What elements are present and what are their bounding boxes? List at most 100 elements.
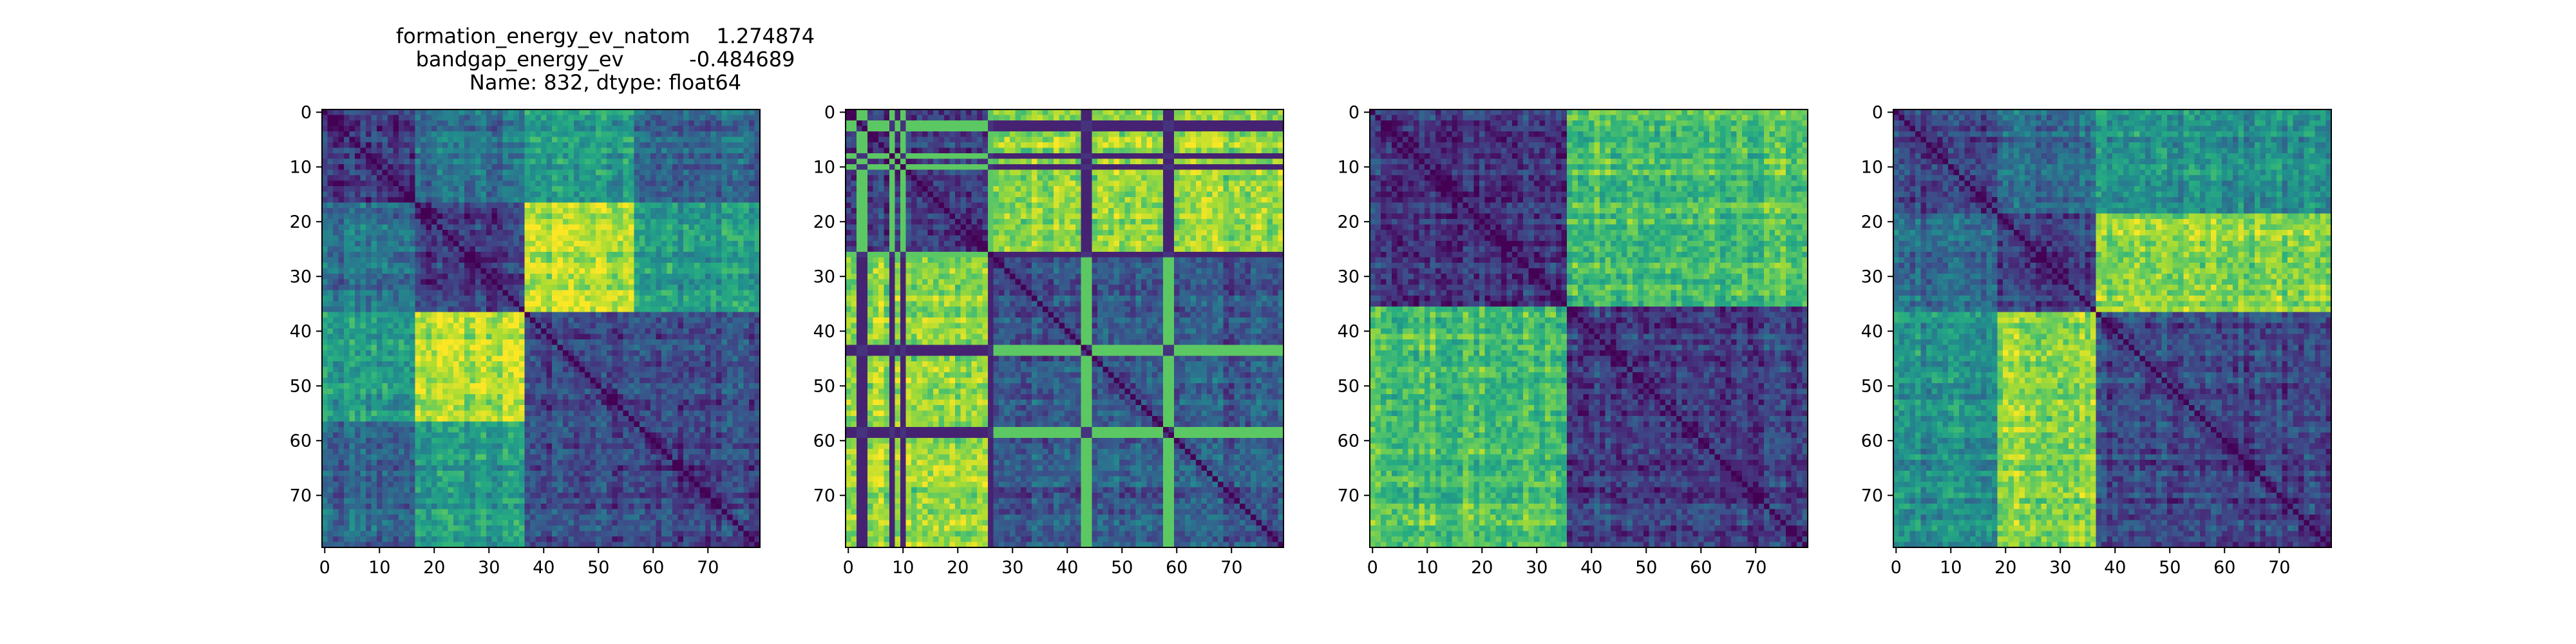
heatmap-cell: [459, 350, 465, 356]
heatmap-cell: [580, 203, 585, 209]
heatmap-cell: [377, 186, 383, 192]
heatmap-cell: [475, 241, 481, 247]
heatmap-cell: [733, 334, 739, 340]
heatmap-cell: [629, 115, 634, 121]
heatmap-cell: [650, 197, 656, 203]
heatmap-cell: [574, 323, 580, 329]
heatmap-cell: [525, 120, 531, 126]
heatmap-cell: [722, 438, 728, 444]
heatmap-cell: [711, 444, 717, 450]
heatmap-cell: [547, 137, 553, 143]
heatmap-cell: [514, 296, 520, 301]
heatmap-cell: [339, 444, 345, 450]
heatmap-cell: [519, 290, 525, 296]
heatmap-cell: [722, 137, 728, 143]
heatmap-cell: [705, 361, 711, 367]
heatmap-cell: [667, 350, 673, 356]
heatmap-cell: [448, 361, 454, 367]
heatmap-cell: [541, 411, 547, 417]
heatmap-cell: [328, 241, 334, 247]
heatmap-cell: [426, 247, 432, 252]
heatmap-cell: [459, 175, 465, 181]
heatmap-cell: [667, 164, 673, 170]
heatmap-cell: [623, 422, 629, 428]
heatmap-cell: [749, 372, 755, 378]
heatmap-cell: [558, 345, 564, 351]
heatmap-cell: [519, 317, 525, 323]
heatmap-cell: [727, 274, 733, 279]
heatmap-cell: [344, 367, 350, 373]
heatmap-cell: [388, 383, 393, 389]
heatmap-cell: [470, 444, 476, 450]
heatmap-cell: [612, 312, 618, 318]
heatmap-cell: [497, 197, 503, 203]
heatmap-cell: [601, 307, 607, 312]
heatmap-cell: [421, 137, 426, 143]
heatmap-cell: [503, 438, 509, 444]
heatmap-cell: [558, 241, 564, 247]
heatmap-cell: [415, 181, 421, 187]
heatmap-cell: [667, 131, 673, 137]
heatmap-cell: [634, 405, 640, 411]
heatmap-cell: [530, 372, 536, 378]
heatmap-cell: [530, 109, 536, 115]
heatmap-cell: [383, 236, 388, 242]
heatmap-cell: [705, 131, 711, 137]
heatmap-cell: [585, 279, 591, 285]
heatmap-cell: [339, 263, 345, 269]
heatmap-cell: [574, 126, 580, 132]
heatmap-cell: [464, 203, 470, 209]
heatmap-cell: [372, 170, 377, 176]
heatmap-cell: [377, 219, 383, 225]
heatmap-cell: [442, 345, 448, 351]
heatmap-cell: [645, 389, 651, 395]
heatmap-cell: [607, 438, 612, 444]
heatmap-cell: [448, 115, 454, 121]
heatmap-cell: [339, 285, 345, 290]
heatmap-cell: [667, 427, 673, 433]
heatmap-cell: [612, 317, 618, 323]
heatmap-cell: [694, 400, 700, 406]
heatmap-cell: [481, 148, 487, 154]
heatmap-cell: [481, 181, 487, 187]
heatmap-cell: [744, 186, 750, 192]
heatmap-cell: [700, 203, 706, 209]
heatmap-cell: [552, 181, 558, 187]
heatmap-cell: [623, 142, 629, 148]
heatmap-cell: [361, 214, 366, 220]
heatmap-cell: [475, 142, 481, 148]
heatmap-cell: [525, 433, 531, 439]
heatmap-cell: [470, 203, 476, 209]
heatmap-cell: [580, 214, 585, 220]
heatmap-cell: [536, 416, 542, 422]
heatmap-cell: [689, 345, 695, 351]
heatmap-cell: [404, 383, 410, 389]
heatmap-cell: [464, 181, 470, 187]
heatmap-cell: [322, 247, 328, 252]
heatmap-cell: [333, 203, 339, 209]
heatmap-cell: [361, 378, 366, 384]
heatmap-cell: [399, 438, 404, 444]
heatmap-cell: [672, 405, 678, 411]
heatmap-cell: [536, 279, 542, 285]
heatmap-cell: [328, 126, 334, 132]
heatmap-cell: [558, 405, 564, 411]
heatmap-cell: [650, 214, 656, 220]
heatmap-cell: [678, 142, 684, 148]
heatmap-cell: [552, 164, 558, 170]
heatmap-cell: [350, 422, 355, 428]
heatmap-cell: [623, 219, 629, 225]
heatmap-cell: [639, 389, 645, 395]
heatmap-cell: [563, 115, 569, 121]
heatmap-cell: [552, 433, 558, 439]
heatmap-cell: [399, 285, 404, 290]
heatmap-cell: [355, 258, 361, 263]
heatmap-cell: [322, 444, 328, 450]
heatmap-cell: [580, 339, 585, 345]
heatmap-cell: [727, 345, 733, 351]
heatmap-cell: [437, 411, 443, 417]
heatmap-cell: [639, 247, 645, 252]
heatmap-cell: [733, 285, 739, 290]
heatmap-cell: [431, 405, 437, 411]
heatmap-cell: [727, 367, 733, 373]
